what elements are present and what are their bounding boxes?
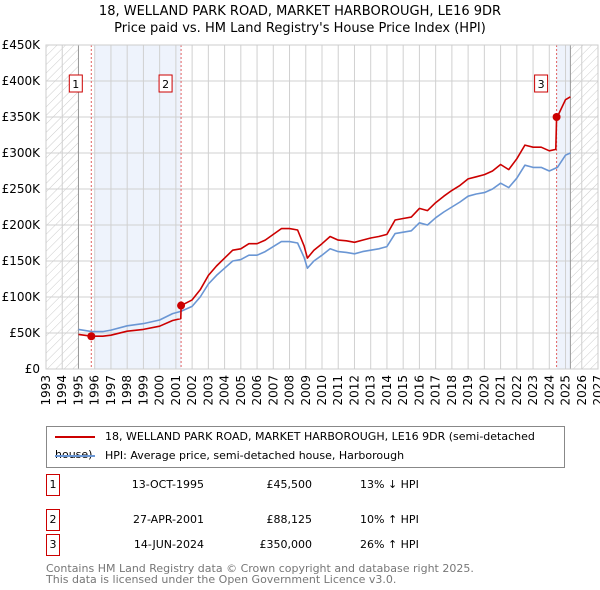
y-tick-label: £250K bbox=[2, 182, 42, 196]
x-tick-label: 2018 bbox=[445, 375, 459, 406]
sale-label-box bbox=[534, 74, 549, 93]
x-tick-label: 2010 bbox=[315, 375, 329, 406]
x-tick-label: 2021 bbox=[494, 375, 508, 406]
legend-swatch-blue bbox=[55, 455, 95, 457]
hpi-line bbox=[78, 152, 571, 333]
footer-copyright: Contains HM Land Registry data © Crown c… bbox=[46, 562, 474, 575]
x-tick-label: 2019 bbox=[461, 375, 475, 406]
y-tick-label: £350K bbox=[2, 110, 42, 124]
sale-label: 1 bbox=[72, 78, 79, 91]
sale-hpi-diff: 26% ↑ HPI bbox=[360, 538, 419, 551]
x-tick-label: 2012 bbox=[347, 375, 361, 406]
sale-label-box bbox=[68, 74, 83, 93]
x-tick-label: 1993 bbox=[39, 375, 53, 406]
ownership-shade bbox=[556, 45, 571, 369]
legend-item-property: 18, WELLAND PARK ROAD, MARKET HARBOROUGH… bbox=[55, 428, 564, 461]
x-tick-label: 2017 bbox=[429, 375, 443, 406]
sale-point bbox=[552, 113, 561, 121]
x-tick-label: 2020 bbox=[477, 375, 491, 406]
legend-label: HPI: Average price, semi-detached house,… bbox=[105, 449, 405, 462]
x-tick-label: 2003 bbox=[201, 375, 215, 406]
x-tick-label: 1999 bbox=[136, 375, 150, 406]
x-tick-label: 2014 bbox=[380, 375, 394, 406]
sale-marker-badge: 1 bbox=[46, 474, 60, 496]
x-tick-label: 2002 bbox=[185, 375, 199, 406]
y-tick-label: £100K bbox=[2, 290, 42, 304]
y-tick-label: £400K bbox=[2, 74, 42, 88]
x-tick-label: 2023 bbox=[526, 375, 540, 406]
sale-date: 14-JUN-2024 bbox=[133, 538, 204, 551]
x-tick-label: 2008 bbox=[283, 375, 297, 406]
footer: Contains HM Land Registry data © Crown c… bbox=[46, 563, 474, 585]
x-tick-label: 2016 bbox=[412, 375, 426, 406]
x-tick-label: 2013 bbox=[364, 375, 378, 406]
sale-row: 1 13-OCT-1995 £45,500 13% ↓ HPI bbox=[46, 474, 566, 496]
y-tick-label: £150K bbox=[2, 254, 42, 268]
x-tick-label: 2015 bbox=[396, 375, 410, 406]
x-tick-label: 2022 bbox=[510, 375, 524, 406]
x-tick-label: 2007 bbox=[266, 375, 280, 406]
sale-marker-badge: 2 bbox=[46, 509, 60, 531]
sale-marker-badge: 3 bbox=[46, 534, 60, 556]
x-tick-label: 2024 bbox=[542, 375, 556, 406]
no-data-hatch bbox=[570, 45, 598, 369]
y-tick-label: £200K bbox=[2, 218, 42, 232]
plot-border bbox=[45, 44, 599, 370]
x-tick-label: 1996 bbox=[88, 375, 102, 406]
sale-price: £88,125 bbox=[266, 513, 313, 526]
x-tick-label: 2011 bbox=[331, 375, 345, 406]
legend-label: 18, WELLAND PARK ROAD, MARKET HARBOROUGH… bbox=[55, 430, 535, 461]
x-tick-label: 2026 bbox=[575, 375, 589, 406]
sale-label-box bbox=[158, 74, 173, 93]
x-tick-label: 1995 bbox=[71, 375, 85, 406]
sale-point bbox=[177, 301, 186, 310]
y-tick-label: £300K bbox=[2, 146, 42, 160]
legend-item-hpi: HPI: Average price, semi-detached house,… bbox=[55, 447, 404, 465]
chart-title-block: 18, WELLAND PARK ROAD, MARKET HARBOROUGH… bbox=[0, 3, 600, 37]
sale-date: 27-APR-2001 bbox=[132, 513, 204, 526]
sale-point bbox=[87, 332, 96, 341]
sale-row: 3 14-JUN-2024 £350,000 26% ↑ HPI bbox=[46, 534, 566, 556]
sale-date: 13-OCT-1995 bbox=[131, 478, 204, 491]
legend-swatch-red bbox=[55, 436, 95, 438]
price-chart: 1 2 3 £0 £50K £100K £150K £200K £250K £300K £350K £… bbox=[2, 38, 600, 406]
sale-hpi-diff: 13% ↓ HPI bbox=[360, 478, 419, 491]
x-tick-label: 2004 bbox=[218, 375, 232, 406]
sale-hpi-diff: 10% ↑ HPI bbox=[360, 513, 419, 526]
x-tick-label: 2006 bbox=[250, 375, 264, 406]
legend: 18, WELLAND PARK ROAD, MARKET HARBOROUGH… bbox=[46, 426, 565, 468]
x-tick-label: 2001 bbox=[169, 375, 183, 406]
x-tick-label: 1997 bbox=[104, 375, 118, 406]
sale-label: 3 bbox=[538, 78, 545, 91]
x-tick-label: 1994 bbox=[55, 375, 69, 406]
x-tick-label: 2009 bbox=[299, 375, 313, 406]
x-tick-label: 2025 bbox=[559, 375, 573, 406]
chart-subtitle: Price paid vs. HM Land Registry's House … bbox=[114, 21, 486, 36]
y-tick-label: £450K bbox=[2, 38, 42, 52]
x-tick-label: 2027 bbox=[591, 375, 600, 406]
sale-row: 2 27-APR-2001 £88,125 10% ↑ HPI bbox=[46, 509, 566, 531]
sale-price: £45,500 bbox=[266, 478, 313, 491]
x-tick-label: 2005 bbox=[234, 375, 248, 406]
ownership-shade bbox=[94, 45, 182, 369]
x-tick-label: 1998 bbox=[120, 375, 134, 406]
sale-price: £350,000 bbox=[259, 538, 313, 551]
y-tick-label: £50K bbox=[9, 326, 41, 340]
chart-title: 18, WELLAND PARK ROAD, MARKET HARBOROUGH… bbox=[98, 4, 502, 19]
sale-label: 2 bbox=[162, 78, 169, 91]
y-tick-label: £0 bbox=[25, 362, 40, 376]
x-tick-label: 2000 bbox=[153, 375, 167, 406]
property-price-line bbox=[78, 96, 571, 338]
footer-licence: This data is licensed under the Open Gov… bbox=[46, 573, 397, 586]
